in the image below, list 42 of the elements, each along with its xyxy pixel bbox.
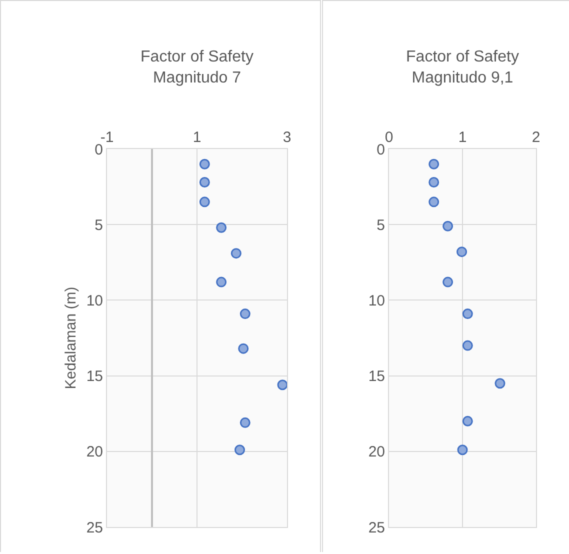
- y-tick-label: 15: [368, 368, 385, 386]
- y-tick-label: 10: [368, 292, 385, 310]
- point: [238, 343, 249, 354]
- point: [462, 308, 473, 320]
- y-tick-label: 25: [368, 519, 385, 536]
- point: [456, 246, 468, 258]
- x-tick-label: 1: [458, 129, 467, 146]
- point: [199, 177, 210, 188]
- point: [494, 378, 506, 389]
- point: [442, 276, 454, 288]
- x-tick-label: -1: [100, 129, 114, 146]
- point: [462, 416, 473, 426]
- point: [234, 444, 245, 456]
- y-tick-label: 20: [86, 444, 103, 461]
- point: [240, 308, 250, 320]
- y-tick-label: 10: [86, 292, 103, 310]
- chart-title: Factor of Safety Magnitudo 9,1: [406, 48, 519, 87]
- x-tick-label: 1: [192, 129, 202, 146]
- y-tick-label: 0: [94, 141, 103, 158]
- point: [199, 196, 210, 208]
- y-tick-label: 25: [86, 519, 103, 536]
- point: [216, 222, 227, 233]
- y-axis-title: Kedalaman (m): [62, 286, 80, 390]
- point: [199, 158, 210, 170]
- y-tick-label: 5: [376, 216, 385, 234]
- x-tick-label: 3: [282, 129, 292, 146]
- y-tick-label: 15: [86, 368, 103, 386]
- point: [240, 417, 250, 428]
- y-tick-label: 0: [376, 141, 385, 158]
- point: [462, 340, 473, 351]
- point: [428, 158, 440, 170]
- point: [230, 248, 242, 259]
- point: [428, 196, 440, 208]
- point: [442, 220, 454, 232]
- point: [428, 177, 440, 188]
- y-tick-label: 20: [368, 444, 385, 461]
- point: [216, 276, 227, 288]
- point: [457, 444, 468, 456]
- y-tick-label: 5: [94, 216, 103, 234]
- x-tick-label: 2: [532, 129, 540, 146]
- chart-title: Factor of Safety Magnitudo 7: [140, 48, 254, 87]
- point: [277, 380, 288, 390]
